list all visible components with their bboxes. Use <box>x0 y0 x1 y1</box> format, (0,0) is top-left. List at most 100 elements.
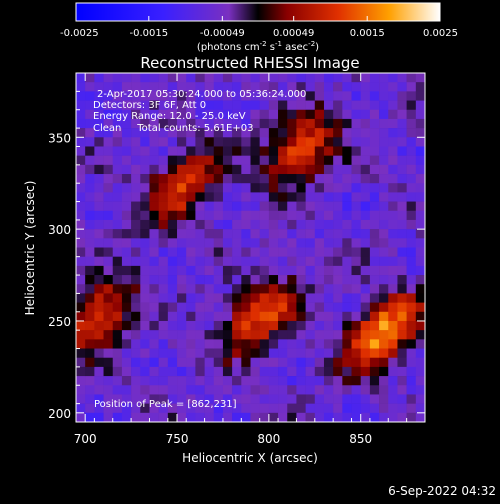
heatmap-cell <box>158 174 169 184</box>
heatmap-cell <box>195 311 205 322</box>
heatmap-cell <box>314 137 325 147</box>
heatmap-cell <box>397 247 407 257</box>
heatmap-cell <box>232 174 242 184</box>
heatmap-cell <box>149 73 159 83</box>
heatmap-cell <box>112 256 123 267</box>
heatmap-cell <box>241 348 251 359</box>
heatmap-cell <box>360 91 371 101</box>
heatmap-cell <box>415 320 425 331</box>
heatmap-cell <box>149 247 159 257</box>
heatmap-cell <box>158 100 169 111</box>
heatmap-cell <box>259 339 270 349</box>
heatmap-cell <box>103 82 114 92</box>
heatmap-cell <box>131 357 141 368</box>
heatmap-cell <box>232 137 242 147</box>
heatmap-cell <box>296 320 306 331</box>
heatmap-cell <box>167 137 178 147</box>
heatmap-cell <box>167 320 178 331</box>
heatmap-cell <box>167 394 178 404</box>
heatmap-cell <box>112 376 123 386</box>
heatmap-cell <box>278 265 288 276</box>
heatmap-cell <box>278 146 288 156</box>
heatmap-cell <box>131 164 141 175</box>
heatmap-cell <box>406 128 417 138</box>
heatmap-cell <box>241 201 251 212</box>
heatmap-cell <box>76 146 86 156</box>
heatmap-cell <box>259 73 270 83</box>
heatmap-cell <box>259 275 270 285</box>
heatmap-cell <box>204 82 215 92</box>
heatmap-cell <box>195 247 205 257</box>
y-tick-label: 300 <box>48 223 71 237</box>
heatmap-cell <box>167 73 178 83</box>
heatmap-cell <box>167 146 178 156</box>
heatmap-cell <box>241 385 251 395</box>
heatmap-cell <box>222 275 233 285</box>
heatmap-cell <box>259 91 270 101</box>
heatmap-cell <box>287 155 297 166</box>
heatmap-cell <box>305 146 316 156</box>
heatmap-cell <box>250 311 260 322</box>
heatmap-cell <box>388 128 398 138</box>
heatmap-cell <box>333 201 343 212</box>
heatmap-cell <box>76 302 86 313</box>
heatmap-cell <box>342 201 352 212</box>
heatmap-cell <box>112 394 123 404</box>
heatmap-cell <box>158 192 169 202</box>
heatmap-cell <box>204 109 215 120</box>
heatmap-cell <box>149 128 159 138</box>
heatmap-cell <box>314 109 325 120</box>
heatmap-cell <box>195 320 205 331</box>
heatmap-cell <box>222 320 233 331</box>
heatmap-cell <box>204 376 215 386</box>
heatmap-cell <box>140 82 150 92</box>
heatmap-cell <box>213 155 224 166</box>
heatmap-cell <box>397 146 407 156</box>
heatmap-cell <box>112 183 123 193</box>
heatmap-cell <box>305 320 316 331</box>
heatmap-cell <box>195 376 205 386</box>
heatmap-cell <box>360 201 371 212</box>
heatmap-cell <box>94 339 104 349</box>
heatmap-cell <box>360 247 371 257</box>
heatmap-cell <box>314 201 325 212</box>
heatmap-cell <box>140 73 150 83</box>
heatmap-cell <box>397 311 407 322</box>
heatmap-cell <box>85 256 95 267</box>
heatmap-cell <box>379 293 389 303</box>
heatmap-cell <box>232 275 242 285</box>
heatmap-cell <box>305 155 316 166</box>
heatmap-cell <box>342 238 352 248</box>
heatmap-cell <box>186 376 196 386</box>
heatmap-cell <box>250 100 260 111</box>
heatmap-cell <box>360 164 371 175</box>
heatmap-cell <box>314 146 325 156</box>
heatmap-cell <box>406 284 417 294</box>
heatmap-cell <box>397 275 407 285</box>
y-tick-label: 250 <box>48 315 71 329</box>
heatmap-cell <box>85 109 95 120</box>
heatmap-cell <box>406 192 417 202</box>
heatmap-cell <box>177 210 187 221</box>
heatmap-cell <box>167 128 178 138</box>
heatmap-cell <box>406 109 417 120</box>
heatmap-cell <box>415 357 425 368</box>
heatmap-cell <box>333 109 343 120</box>
heatmap-cell <box>85 412 95 422</box>
heatmap-cell <box>112 128 123 138</box>
heatmap-cell <box>360 137 371 147</box>
heatmap-cell <box>76 376 86 386</box>
heatmap-cell <box>268 82 279 92</box>
heatmap-cell <box>213 403 224 414</box>
heatmap-cell <box>388 385 398 395</box>
heatmap-cell <box>241 366 251 377</box>
heatmap-cell <box>85 82 95 92</box>
heatmap-cell <box>305 311 316 322</box>
heatmap-cell <box>112 100 123 111</box>
heatmap-cell <box>250 174 260 184</box>
heatmap-cell <box>360 293 371 303</box>
heatmap-cell <box>131 394 141 404</box>
heatmap-cell <box>121 256 132 267</box>
heatmap-cell <box>406 137 417 147</box>
heatmap-cell <box>94 100 104 111</box>
